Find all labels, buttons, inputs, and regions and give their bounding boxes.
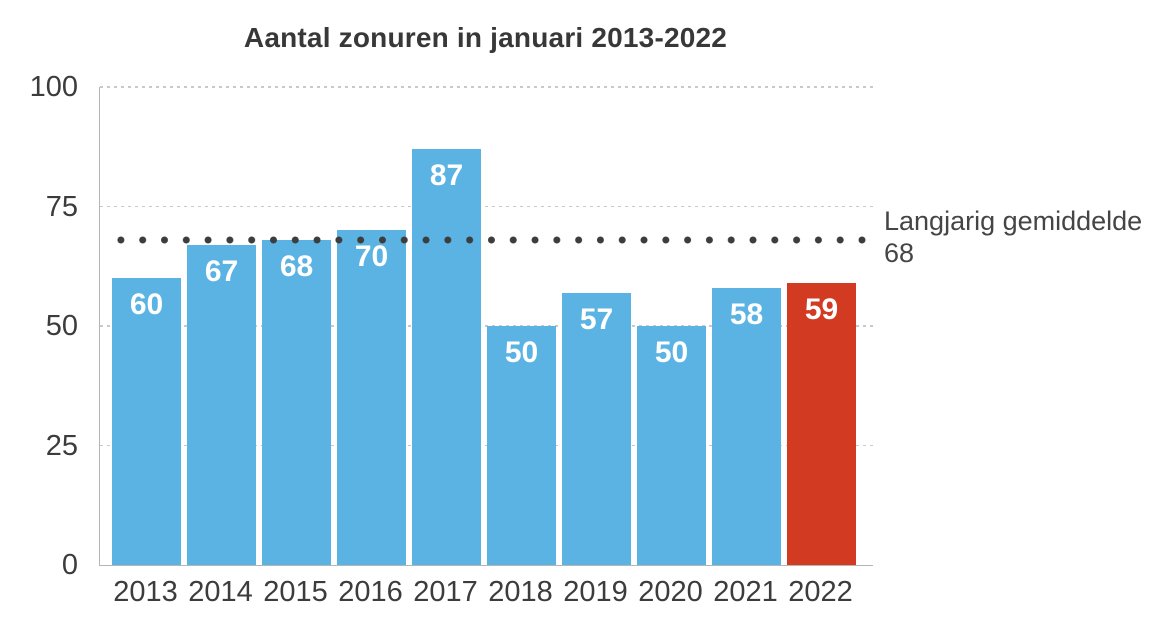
bar-value-label: 59 bbox=[804, 292, 839, 326]
x-tick-label: 2016 bbox=[338, 576, 403, 608]
y-tick-label: 25 bbox=[45, 429, 78, 462]
average-annotation: Langjarig gemiddelde 68 bbox=[884, 205, 1142, 269]
average-dotted-line bbox=[110, 235, 872, 244]
bar-2022: 59 bbox=[787, 282, 856, 565]
bar-2016: 70 bbox=[337, 230, 406, 565]
bar-value-label: 50 bbox=[504, 336, 539, 369]
bar-value-label: 60 bbox=[129, 288, 164, 322]
bar-value-label: 58 bbox=[729, 297, 764, 331]
bar-2021: 58 bbox=[712, 287, 781, 565]
x-tick-label: 2021 bbox=[713, 576, 778, 608]
gridline-50 bbox=[100, 325, 873, 327]
bar-value-label: 87 bbox=[429, 159, 464, 193]
x-tick-label: 2018 bbox=[488, 576, 553, 608]
y-tick-label: 100 bbox=[29, 71, 78, 103]
x-tick-label: 2015 bbox=[263, 576, 328, 608]
bar-2015: 68 bbox=[262, 239, 331, 565]
bar-value-label: 57 bbox=[579, 302, 614, 336]
x-tick-label: 2017 bbox=[413, 576, 478, 608]
y-tick-label: 75 bbox=[45, 190, 78, 223]
bar-2017: 87 bbox=[412, 149, 481, 565]
bar-value-label: 68 bbox=[279, 249, 314, 283]
x-tick-label: 2013 bbox=[113, 576, 178, 608]
chart-title: Aantal zonuren in januari 2013-2022 bbox=[243, 22, 728, 53]
y-tick-label: 0 bbox=[61, 549, 78, 581]
average-annotation-label: Langjarig gemiddelde bbox=[884, 206, 1143, 236]
gridline-75 bbox=[100, 205, 873, 208]
gridline-25 bbox=[100, 444, 873, 447]
bar-value-label: 50 bbox=[654, 336, 689, 369]
average-annotation-value: 68 bbox=[884, 238, 915, 268]
bar-2018: 50 bbox=[487, 326, 556, 565]
gridline-100 bbox=[100, 86, 873, 88]
bar-2019: 57 bbox=[562, 292, 631, 565]
bar-2013: 60 bbox=[112, 278, 181, 565]
x-tick-label: 2020 bbox=[638, 576, 703, 608]
x-tick-label: 2014 bbox=[188, 576, 253, 608]
y-tick-label: 50 bbox=[45, 310, 78, 342]
bar-2014: 67 bbox=[187, 244, 256, 565]
plot-area: 60 67 68 70 87 50 57 50 58 59 bbox=[99, 86, 873, 566]
bar-value-label: 67 bbox=[204, 254, 239, 288]
bar-value-label: 70 bbox=[354, 240, 389, 274]
bar-2020: 50 bbox=[637, 326, 706, 565]
x-tick-label: 2022 bbox=[788, 576, 853, 608]
x-tick-label: 2019 bbox=[563, 576, 628, 608]
